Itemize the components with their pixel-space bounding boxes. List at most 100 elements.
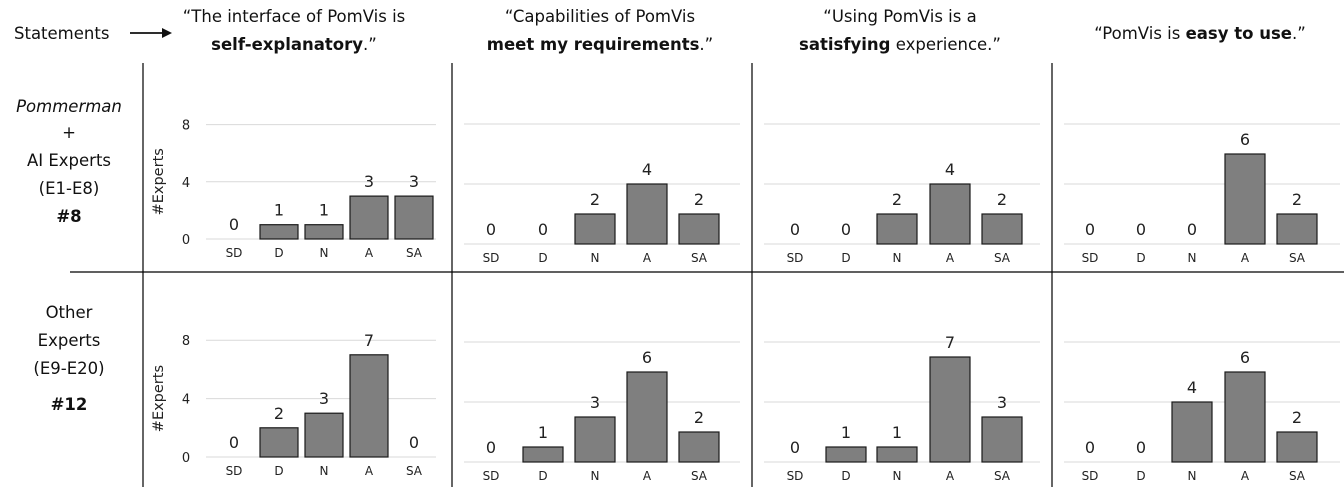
row-label-2: Other Experts (E9-E20) #12: [33, 303, 104, 414]
data-label: 0: [1136, 220, 1146, 239]
panel-r1-c1: 0 4 8 #Experts 0 SD 1 D 1 N 3 A 3 SA: [151, 119, 436, 260]
statement-4-keyword: easy to use: [1186, 24, 1292, 43]
bar: [626, 371, 668, 463]
y-axis-label: #Experts: [151, 365, 167, 432]
data-label: 0: [409, 433, 419, 452]
row-1-label-line-3: AI Experts: [27, 151, 111, 170]
data-label: 0: [538, 220, 548, 239]
statement-1-line1: “The interface of PomVis is: [183, 7, 406, 26]
data-label: 1: [274, 201, 284, 220]
x-tick-label: N: [1188, 469, 1197, 483]
data-label: 0: [1085, 220, 1095, 239]
bar: [394, 195, 434, 240]
data-label: 0: [1136, 438, 1146, 457]
x-tick-label: SA: [1289, 251, 1306, 265]
data-label: 7: [364, 331, 374, 350]
x-tick-label: A: [365, 246, 374, 260]
y-tick-label: 8: [182, 119, 190, 134]
data-label: 0: [1187, 220, 1197, 239]
x-tick-label: SD: [787, 469, 804, 483]
data-label: 6: [1240, 130, 1250, 149]
chart-panels: 0 4 8 #Experts 0 SD 1 D 1 N 3 A 3 SA 0 SD 0 D 2 N 4 A 2 SA 0 SD 0 D…: [151, 119, 1340, 483]
data-label: 1: [892, 423, 902, 442]
statement-title-2: “Capabilities of PomVis meet my requirem…: [487, 7, 713, 54]
bar: [626, 183, 668, 245]
data-label: 3: [997, 393, 1007, 412]
data-label: 0: [790, 438, 800, 457]
panel-r1-c3: 0 SD 0 D 2 N 4 A 2 SA: [764, 123, 1040, 265]
statement-2-keyword: meet my requirements: [487, 35, 700, 54]
statement-3-keyword: satisfying: [799, 35, 890, 54]
row-2-label-line-1: Other: [46, 303, 93, 322]
bar: [678, 431, 720, 463]
grid-dividers: [70, 63, 1344, 487]
x-tick-label: D: [841, 251, 850, 265]
statement-4-end: .”: [1292, 24, 1306, 43]
data-label: 0: [229, 215, 239, 234]
x-tick-label: SA: [691, 251, 708, 265]
row-2-label-line-3: (E9-E20): [33, 359, 104, 378]
bar: [522, 446, 564, 463]
x-tick-label: SD: [226, 464, 243, 478]
x-tick-label: SD: [1082, 251, 1099, 265]
bar: [349, 354, 389, 458]
statement-title-4: “PomVis is easy to use.”: [1094, 24, 1306, 43]
data-label: 6: [1240, 348, 1250, 367]
data-label: 4: [945, 160, 955, 179]
panel-r1-c4: 0 SD 0 D 0 N 6 A 2 SA: [1064, 123, 1340, 265]
x-tick-label: N: [893, 251, 902, 265]
statement-3-line2: satisfying experience.”: [799, 35, 1001, 54]
data-label: 0: [790, 220, 800, 239]
x-tick-label: D: [1136, 251, 1145, 265]
x-tick-label: A: [1241, 469, 1250, 483]
bar: [678, 213, 720, 245]
x-tick-label: D: [841, 469, 850, 483]
panel-r2-c1: 0 4 8 #Experts 0 SD 2 D 3 N 7 A 0 SA: [151, 331, 436, 478]
y-tick-label: 4: [182, 176, 190, 191]
y-tick-label: 0: [182, 233, 190, 248]
x-tick-label: SD: [483, 469, 500, 483]
row-1-count: #8: [56, 207, 81, 226]
x-tick-label: D: [538, 469, 547, 483]
bar: [259, 224, 299, 240]
bar: [929, 183, 971, 245]
data-label: 6: [642, 348, 652, 367]
x-tick-label: D: [274, 464, 283, 478]
x-tick-label: SA: [994, 251, 1011, 265]
data-label: 0: [1085, 438, 1095, 457]
statement-2-line1: “Capabilities of PomVis: [505, 7, 695, 26]
data-label: 2: [892, 190, 902, 209]
y-tick-label: 0: [182, 451, 190, 466]
data-label: 1: [538, 423, 548, 442]
data-label: 3: [319, 389, 329, 408]
y-tick-label: 4: [182, 393, 190, 408]
x-tick-label: SD: [787, 251, 804, 265]
bar: [981, 416, 1023, 463]
x-tick-label: A: [946, 469, 955, 483]
panel-r2-c4: 0 SD 0 D 4 N 6 A 2 SA: [1064, 341, 1340, 483]
row-1-label-line-1: Pommerman: [16, 97, 122, 116]
x-tick-label: SA: [406, 464, 423, 478]
row-label-1: Pommerman + AI Experts (E1-E8) #8: [16, 97, 122, 226]
data-label: 3: [590, 393, 600, 412]
row-1-label-line-4: (E1-E8): [39, 179, 100, 198]
data-label: 2: [1292, 408, 1302, 427]
bar: [574, 213, 616, 245]
statement-3-line2-end: experience.”: [890, 35, 1001, 54]
x-tick-label: SD: [226, 246, 243, 260]
right-arrow-icon: [130, 28, 172, 38]
x-tick-label: SA: [994, 469, 1011, 483]
x-tick-label: N: [320, 464, 329, 478]
statements-label: Statements: [14, 24, 109, 43]
data-label: 0: [486, 438, 496, 457]
x-tick-label: D: [274, 246, 283, 260]
bar: [304, 412, 344, 458]
data-label: 0: [229, 433, 239, 452]
data-label: 2: [694, 190, 704, 209]
bar: [825, 446, 867, 463]
bar: [1171, 401, 1213, 463]
x-tick-label: N: [591, 469, 600, 483]
bar: [304, 224, 344, 240]
statement-1-keyword: self-explanatory: [211, 35, 363, 54]
bar: [876, 446, 918, 463]
